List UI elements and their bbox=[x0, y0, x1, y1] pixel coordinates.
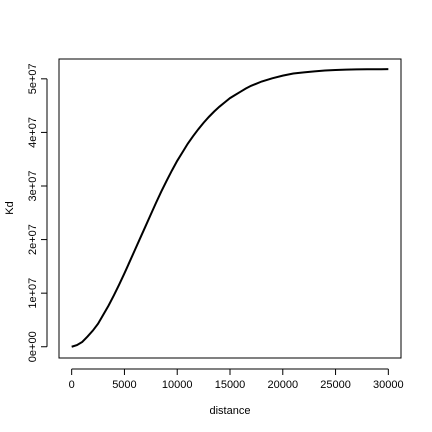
x-tick-label: 10000 bbox=[162, 379, 193, 391]
x-tick-label: 0 bbox=[69, 379, 75, 391]
y-tick-label: 2e+07 bbox=[27, 224, 39, 255]
plot-frame bbox=[58, 58, 402, 359]
x-tick-label: 5000 bbox=[112, 379, 136, 391]
x-axis: 0 5000 10000 15000 20000 25000 30000 bbox=[69, 368, 404, 391]
x-tick-label: 20000 bbox=[267, 379, 298, 391]
series-line bbox=[71, 68, 389, 348]
y-tick-label: 0e+00 bbox=[27, 331, 39, 362]
y-tick-label: 3e+07 bbox=[27, 171, 39, 202]
x-tick-label: 30000 bbox=[373, 379, 404, 391]
x-tick-label: 25000 bbox=[320, 379, 351, 391]
y-tick-label: 1e+07 bbox=[27, 278, 39, 309]
x-tick-label: 15000 bbox=[215, 379, 246, 391]
y-axis: 0e+00 1e+07 2e+07 3e+07 4e+07 5e+07 bbox=[27, 63, 48, 362]
x-axis-label: distance bbox=[210, 405, 251, 417]
y-axis-label: Kd bbox=[4, 201, 16, 214]
y-tick-label: 5e+07 bbox=[27, 63, 39, 94]
y-tick-label: 4e+07 bbox=[27, 117, 39, 148]
